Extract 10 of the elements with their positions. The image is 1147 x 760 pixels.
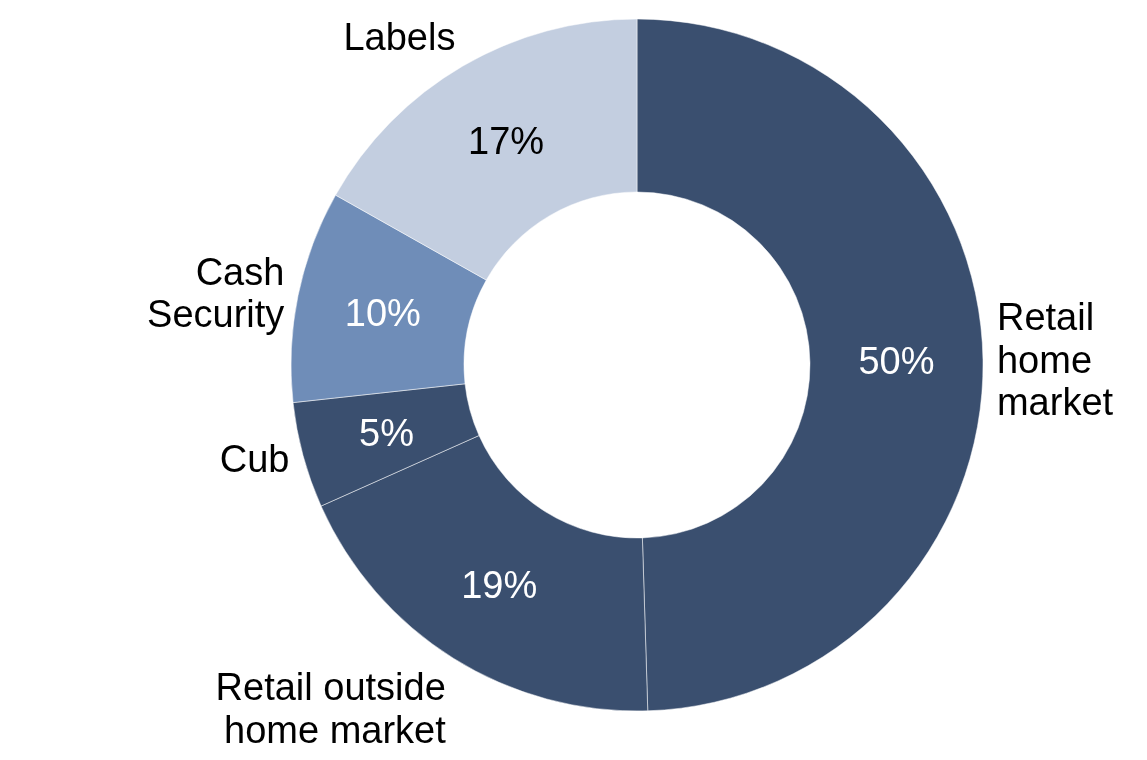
data-label: 17% [468,120,545,163]
data-label: 10% [344,292,421,335]
slice-label: Cash Security [147,250,285,336]
slice-label: Cub [219,438,290,481]
data-label: 50% [858,340,935,383]
slice-label: Labels [343,16,456,59]
data-label: 5% [359,412,414,455]
data-label: 19% [461,564,538,607]
slice-label: Retail outside home market [215,666,447,751]
slice-label: Retail home market [996,296,1114,424]
